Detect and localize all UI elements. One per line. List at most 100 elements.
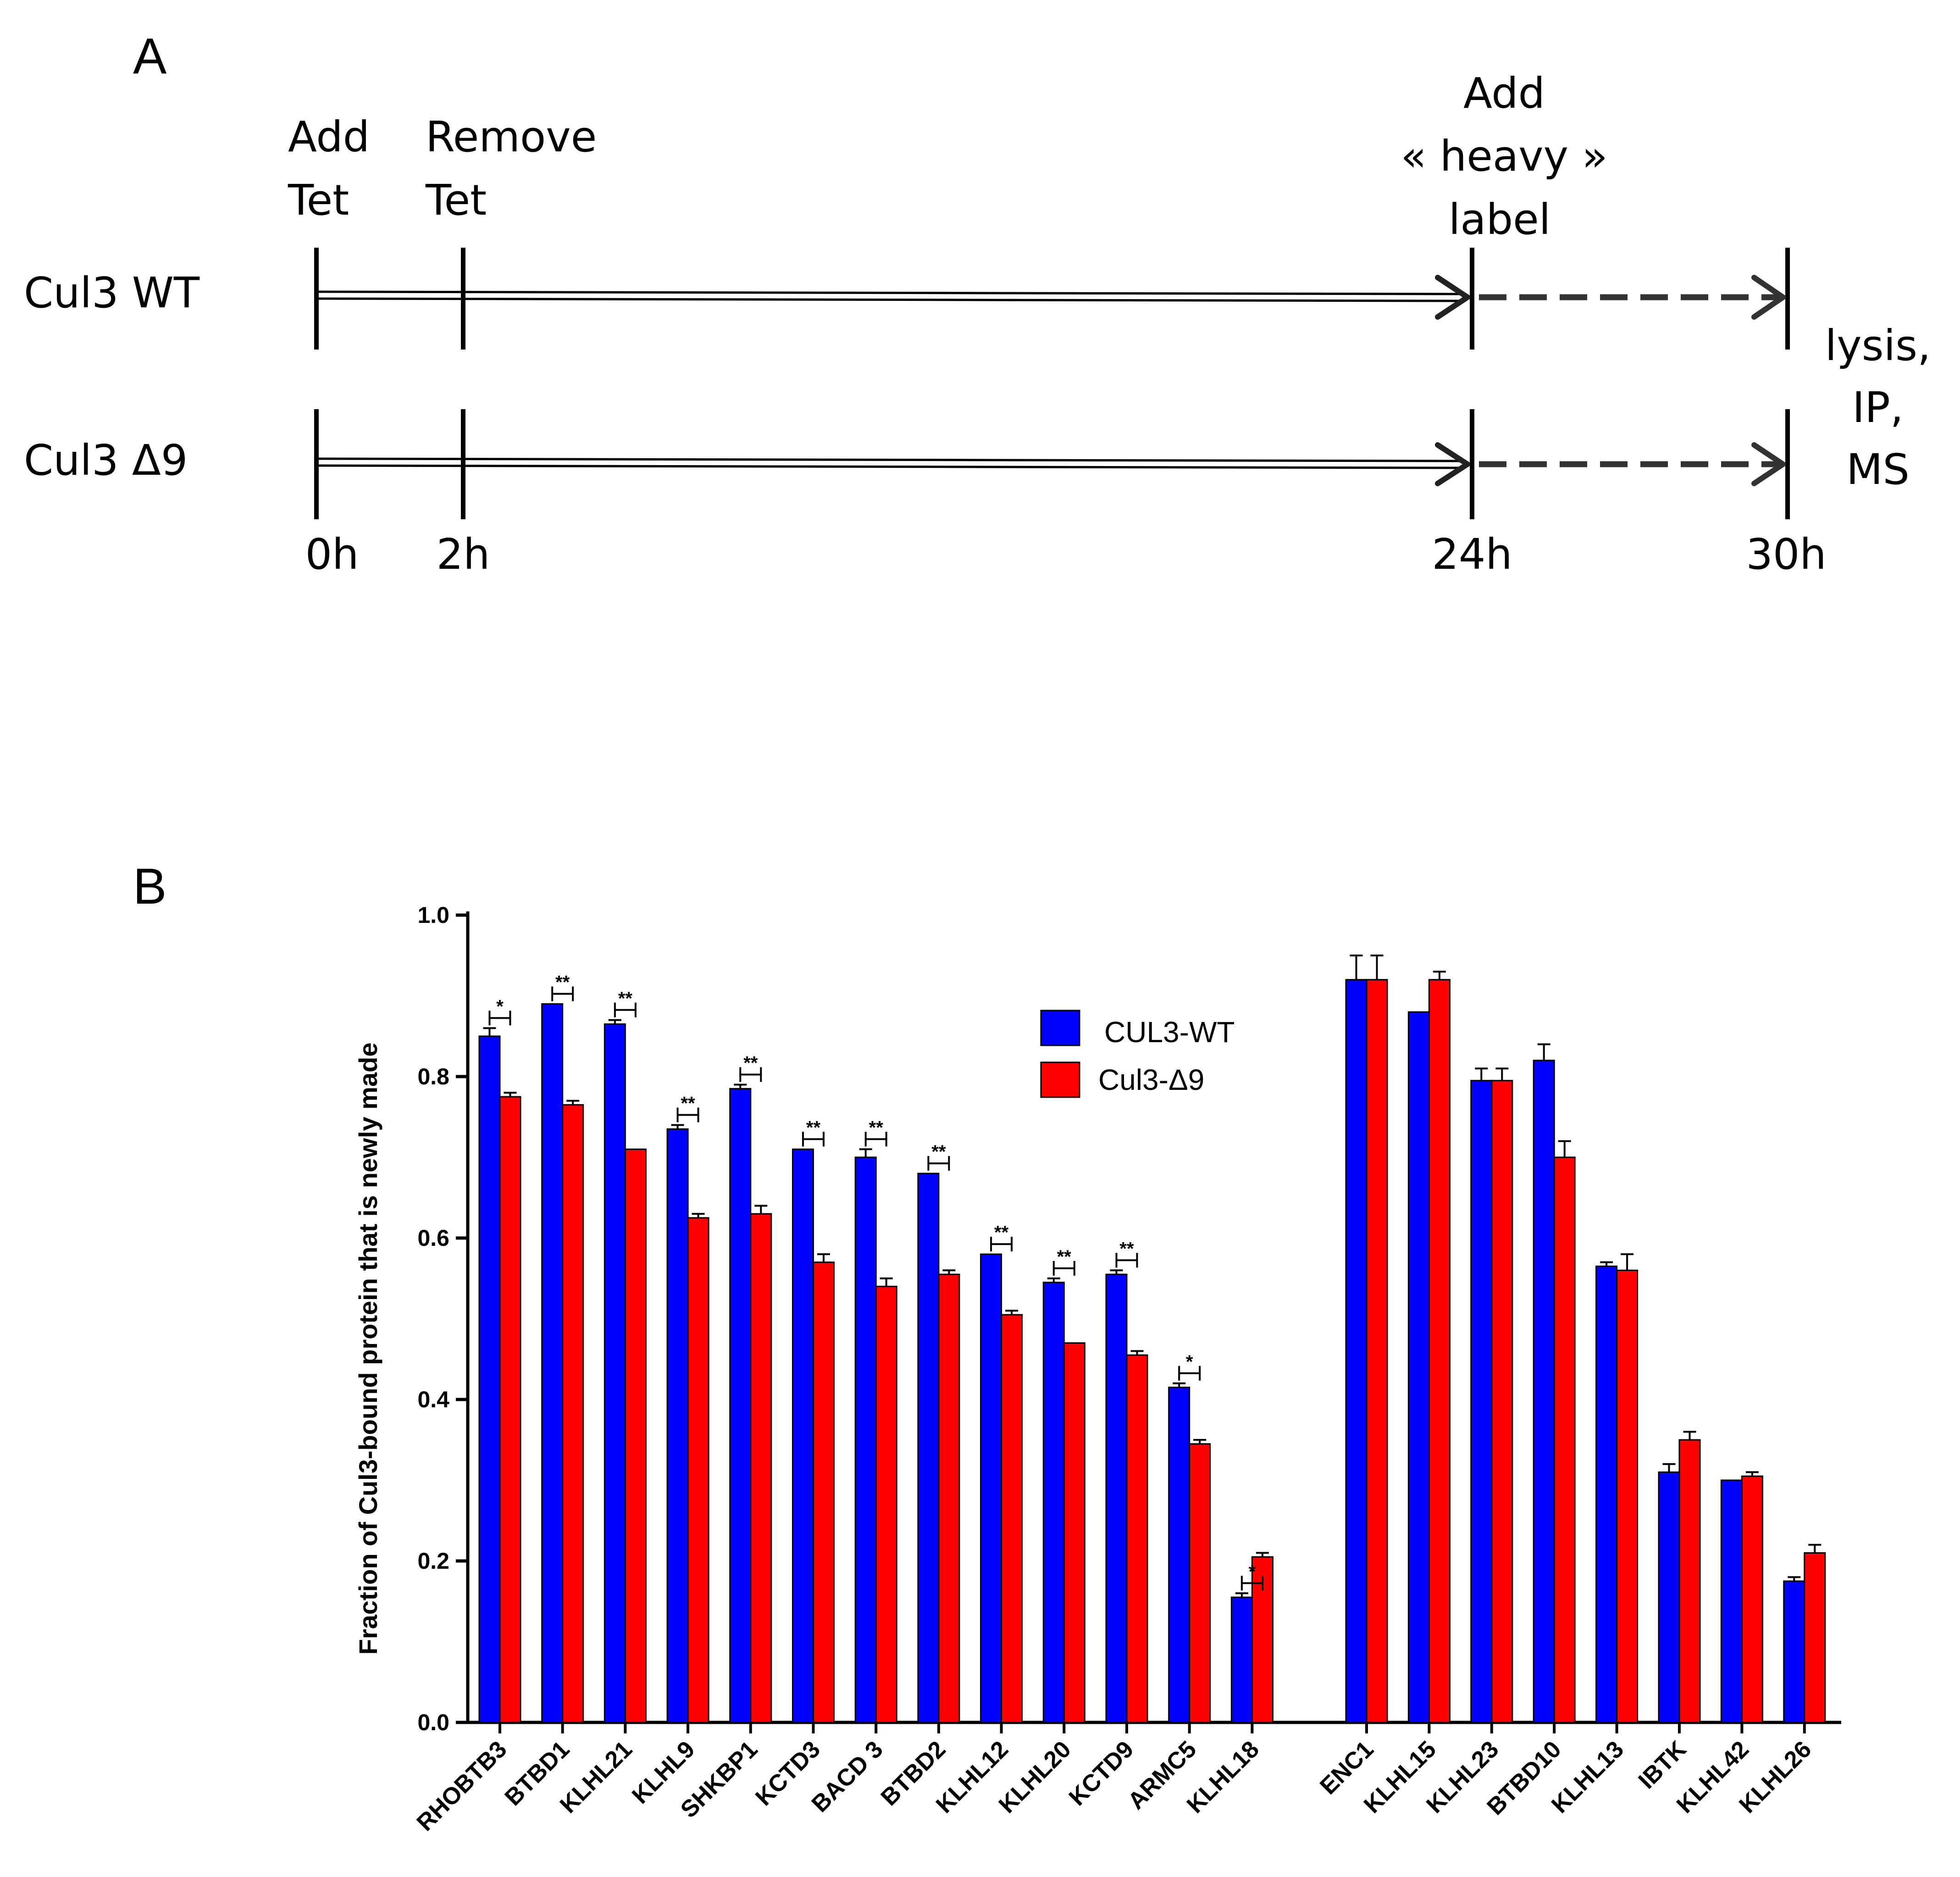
legend-label-wt: CUL3-WT xyxy=(1104,1016,1235,1049)
y-tick-label-0: 0.0 xyxy=(417,1710,449,1735)
bar-wt-klhl12 xyxy=(980,1253,1002,1723)
bar-d9-kctd9 xyxy=(1126,1354,1148,1723)
y-tick-label-1: 0.2 xyxy=(417,1548,449,1574)
bar-d9-klhl12 xyxy=(1001,1314,1023,1723)
row-label-cul3-wt: Cul3 WT xyxy=(24,268,200,317)
legend-swatch-d9 xyxy=(1040,1061,1080,1098)
bar-wt-btbd1 xyxy=(541,1003,564,1723)
y-tick-label-4: 0.8 xyxy=(417,1064,449,1089)
bar-wt-klhl15 xyxy=(1407,1011,1430,1723)
bar-wt-klhl23 xyxy=(1470,1080,1493,1723)
end-note-line3: MS xyxy=(1846,445,1910,494)
bar-chart: *********** ******** **** 0.00.20.40.60.81… xyxy=(354,902,1841,1836)
timeline-row-wt xyxy=(314,248,1790,350)
sig-mark-btbd1: ** xyxy=(555,972,570,993)
bar-d9-bacd-3 xyxy=(875,1286,897,1723)
sig-mark-shkbp1: ** xyxy=(743,1053,758,1073)
bar-wt-ibtk xyxy=(1658,1471,1680,1723)
sig-mark-bacd-3: ** xyxy=(869,1117,884,1138)
double-line-d9-bottom xyxy=(316,464,1463,469)
bar-wt-klhl21 xyxy=(604,1023,626,1723)
sig-mark-kctd9: ** xyxy=(1119,1238,1134,1259)
panel-b-label: B xyxy=(133,858,166,915)
chart-bars xyxy=(478,979,1826,1723)
sig-mark-klhl21: ** xyxy=(618,988,633,1009)
bar-wt-armc5 xyxy=(1168,1387,1190,1723)
bar-wt-klhl9 xyxy=(666,1128,689,1723)
sig-mark-klhl20: ** xyxy=(1057,1247,1072,1267)
bar-d9-klhl15 xyxy=(1428,979,1451,1723)
bar-d9-klhl21 xyxy=(624,1148,647,1723)
y-axis-title: Fraction of Cul3-bound protein that is n… xyxy=(354,1043,382,1655)
bar-wt-bacd-3 xyxy=(854,1156,877,1723)
bar-wt-shkbp1 xyxy=(729,1088,752,1723)
double-line-d9-top xyxy=(316,457,1463,462)
bar-wt-kctd3 xyxy=(792,1148,814,1723)
bar-d9-klhl20 xyxy=(1063,1342,1085,1723)
row-label-cul3-d9: Cul3 Δ9 xyxy=(24,436,188,485)
bar-wt-kctd9 xyxy=(1105,1273,1128,1723)
x-tick-label-rhobtb3: RHOBTB3 xyxy=(412,1736,512,1836)
x-tick-label-ibtk: IBTK xyxy=(1633,1736,1692,1794)
bar-d9-rhobtb3 xyxy=(499,1096,521,1723)
legend: CUL3-WT Cul3-Δ9 xyxy=(1040,1010,1235,1098)
arrowhead-wt-dashed xyxy=(1751,275,1786,320)
event-heavy-label-line2: « heavy » xyxy=(1401,132,1607,181)
bar-d9-armc5 xyxy=(1189,1443,1211,1723)
event-heavy-label-line3: label xyxy=(1449,195,1551,244)
sig-mark-klhl18: * xyxy=(1249,1561,1256,1582)
end-note-line2: IP, xyxy=(1852,383,1904,432)
arrowhead-d9-dashed xyxy=(1751,442,1786,486)
bar-d9-enc1 xyxy=(1366,979,1388,1723)
arrowhead-wt-solid xyxy=(1435,275,1470,320)
bar-d9-klhl9 xyxy=(687,1217,709,1723)
sig-mark-armc5: * xyxy=(1186,1352,1193,1372)
time-label-0h: 0h xyxy=(305,530,359,579)
bar-d9-ibtk xyxy=(1678,1439,1701,1723)
panel-a-label: A xyxy=(133,28,167,84)
bar-wt-enc1 xyxy=(1345,979,1368,1723)
y-tick-label-2: 0.4 xyxy=(417,1387,449,1412)
event-add-tet-line2: Tet xyxy=(288,176,349,225)
bar-wt-klhl13 xyxy=(1595,1266,1618,1723)
y-tick-label-3: 0.6 xyxy=(417,1225,449,1251)
bar-d9-btbd1 xyxy=(562,1104,584,1723)
bar-wt-btbd10 xyxy=(1533,1060,1555,1723)
legend-swatch-wt xyxy=(1040,1010,1080,1046)
timeline-diagram: Add Tet Remove Tet Add « heavy » label C… xyxy=(24,69,1931,579)
time-label-24h: 24h xyxy=(1432,530,1512,579)
y-tick-label-5: 1.0 xyxy=(417,902,449,928)
chart-error-bars xyxy=(483,955,1822,1598)
chart-significance: *********** ******** **** xyxy=(488,972,1263,1591)
bar-d9-btbd2 xyxy=(938,1273,960,1723)
bar-d9-shkbp1 xyxy=(750,1213,772,1723)
double-line-wt-top xyxy=(316,290,1463,295)
bar-d9-klhl13 xyxy=(1616,1269,1639,1723)
double-line-wt-bottom xyxy=(316,297,1463,302)
bar-wt-klhl18 xyxy=(1230,1596,1253,1723)
bar-d9-klhl42 xyxy=(1741,1475,1763,1723)
bar-d9-kctd3 xyxy=(813,1261,835,1723)
bar-d9-klhl23 xyxy=(1491,1080,1513,1723)
time-label-30h: 30h xyxy=(1746,530,1826,579)
event-remove-tet-line2: Tet xyxy=(425,176,487,225)
sig-mark-klhl12: ** xyxy=(994,1222,1009,1243)
bar-wt-klhl42 xyxy=(1720,1479,1743,1723)
event-heavy-label-line1: Add xyxy=(1463,69,1545,118)
sig-mark-kctd3: ** xyxy=(806,1117,821,1138)
sig-mark-klhl9: ** xyxy=(681,1094,696,1114)
bar-wt-btbd2 xyxy=(917,1172,940,1723)
legend-label-d9: Cul3-Δ9 xyxy=(1098,1063,1204,1096)
sig-mark-btbd2: ** xyxy=(931,1142,946,1162)
timeline-row-d9 xyxy=(314,409,1790,519)
bar-wt-klhl26 xyxy=(1783,1580,1805,1723)
end-note-line1: lysis, xyxy=(1825,321,1931,370)
arrowhead-d9-solid xyxy=(1435,442,1470,486)
event-add-tet-line1: Add xyxy=(288,112,370,161)
bar-d9-btbd10 xyxy=(1553,1156,1576,1723)
bar-wt-klhl20 xyxy=(1042,1282,1065,1723)
time-label-2h: 2h xyxy=(437,530,490,579)
event-remove-tet-line1: Remove xyxy=(426,112,597,161)
bar-d9-klhl26 xyxy=(1804,1552,1826,1723)
